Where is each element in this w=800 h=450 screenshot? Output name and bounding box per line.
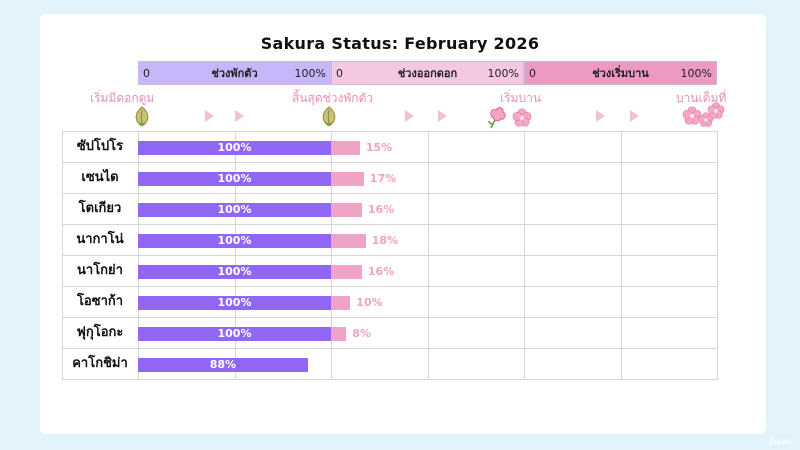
full-bloom-icon [698, 112, 714, 132]
stage-max-label: 100% [680, 67, 712, 80]
stage-name: ช่วงออกดอก [397, 67, 458, 80]
bar-value-label: 100% [217, 265, 252, 278]
blossom-icon [487, 106, 509, 134]
grid-cell [428, 224, 525, 256]
bar-value-label: 8% [352, 327, 372, 340]
bar-dormant [138, 296, 331, 310]
bar-dormant [138, 234, 331, 248]
grid-cell [621, 348, 718, 380]
grid-cell [524, 224, 622, 256]
grid-cell [524, 286, 622, 318]
arrow-icon [438, 110, 447, 122]
bud-icon [320, 106, 338, 132]
bar-bloom [331, 141, 360, 155]
bar-dormant [138, 141, 331, 155]
arrow-icon [630, 110, 639, 122]
grid-cell [524, 255, 622, 287]
arrow-icon [596, 110, 605, 122]
bar-bloom [331, 327, 347, 341]
grid-cell [428, 255, 525, 287]
grid-cell [428, 317, 525, 349]
bar-value-label: 15% [365, 141, 393, 154]
bar-value-label: 100% [217, 172, 252, 185]
bar-bloom [331, 172, 364, 186]
bud-icon [133, 106, 151, 132]
arrow-icon [205, 110, 214, 122]
bar-value-label: 16% [367, 203, 395, 216]
city-label: นาโกย่า [77, 263, 123, 278]
stage-min-label: 0 [143, 67, 150, 80]
city-label: คาโกชิม่า [72, 356, 128, 371]
city-label: โตเกียว [78, 201, 122, 216]
stage-max-label: 100% [487, 67, 519, 80]
grid-cell [524, 193, 622, 225]
stage-max-label: 100% [294, 67, 326, 80]
bar-value-label: 18% [371, 234, 399, 247]
bar-value-label: 16% [367, 265, 395, 278]
arrow-icon [235, 110, 244, 122]
marker-label: บานเต็มที่ [676, 91, 727, 105]
bar-dormant [138, 203, 331, 217]
bar-value-label: 100% [217, 203, 252, 216]
blossom-icon [512, 108, 532, 132]
marker-label: เริ่มบาน [500, 91, 542, 105]
watermark: Japan [769, 437, 792, 446]
stage-header-1: ช่วงพักตัว 0 100% [138, 61, 331, 85]
stage-name: ช่วงเริ่มบาน [592, 67, 649, 80]
grid-cell [621, 224, 718, 256]
bar-dormant [138, 358, 308, 372]
bar-bloom [331, 234, 366, 248]
bar-value-label: 100% [217, 296, 252, 309]
bar-value-label: 10% [356, 296, 383, 309]
bar-dormant [138, 172, 331, 186]
full-bloom-icon [707, 102, 725, 124]
stage-header-3: ช่วงเริ่มบาน 0 100% [524, 61, 717, 85]
bar-dormant [138, 327, 331, 341]
bar-bloom [331, 265, 362, 279]
bar-value-label: 100% [217, 234, 252, 247]
city-label: โอซาก้า [76, 294, 124, 309]
grid-cell [524, 162, 622, 194]
stage-name: ช่วงพักตัว [211, 67, 258, 80]
bar-dormant [138, 265, 331, 279]
bar-value-label: 100% [217, 141, 252, 154]
bar-bloom [331, 203, 362, 217]
grid-cell [621, 255, 718, 287]
bar-value-label: 100% [217, 327, 252, 340]
chart-title: Sakura Status: February 2026 [260, 34, 540, 53]
marker-label: เริ่มมีดอกตูม [90, 91, 155, 105]
grid-cell [621, 286, 718, 318]
grid-cell [621, 193, 718, 225]
stage-header-2: ช่วงออกดอก 0 100% [331, 61, 524, 85]
grid-cell [428, 348, 525, 380]
arrow-icon [405, 110, 414, 122]
grid-cell [524, 317, 622, 349]
grid-cell [331, 348, 429, 380]
grid-cell [428, 162, 525, 194]
city-label: ฟุกุโอกะ [76, 325, 124, 340]
grid-cell [621, 131, 718, 163]
stage-min-label: 0 [336, 67, 343, 80]
bar-bloom [331, 296, 351, 310]
grid-cell [428, 286, 525, 318]
marker-label: สิ้นสุดช่วงพักตัว [292, 91, 374, 105]
grid-cell [524, 348, 622, 380]
stage-min-label: 0 [529, 67, 536, 80]
grid-cell [428, 193, 525, 225]
grid-cell [621, 162, 718, 194]
grid-cell [621, 317, 718, 349]
bar-value-label: 17% [369, 172, 397, 185]
grid-cell [428, 131, 525, 163]
full-bloom-icon [682, 106, 702, 130]
city-label: นากาโน่ [76, 232, 124, 247]
city-label: ซัปโปโร [76, 139, 124, 154]
city-label: เซนได [81, 170, 119, 185]
grid-cell [524, 131, 622, 163]
bar-value-label: 88% [209, 358, 237, 371]
